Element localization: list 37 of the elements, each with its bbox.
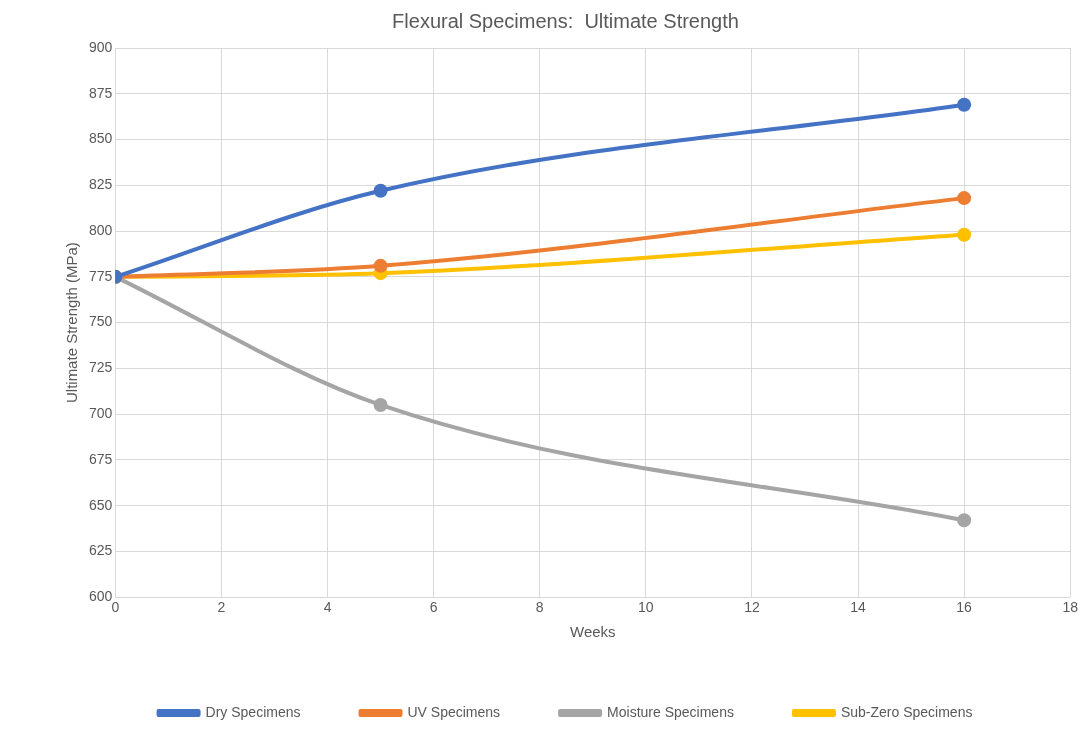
x-tick-label: 8 (535, 599, 544, 616)
y-tick-label: 900 (89, 38, 113, 55)
y-tick-label: 775 (89, 267, 113, 284)
point (957, 227, 972, 242)
y-axis-title: Ultimate Strength (MPa) (63, 242, 81, 404)
x-tick-label: 14 (850, 599, 867, 616)
x-tick-label: 10 (638, 599, 654, 616)
legend-label: Moisture Specimens (607, 703, 734, 720)
x-tick-label: 18 (1062, 599, 1079, 616)
chart-title: Flexural Specimens: Ultimate Strength (392, 9, 739, 32)
y-tick-label: 800 (89, 221, 113, 238)
y-tick-label: 650 (89, 496, 113, 513)
x-tick-label: 2 (217, 599, 226, 616)
legend-label: Sub-Zero Specimens (840, 703, 973, 720)
y-tick-label: 875 (89, 84, 113, 101)
y-tick-label: 675 (89, 450, 113, 467)
y-tick-label: 725 (89, 359, 113, 376)
y-tick-label: 750 (89, 313, 113, 330)
x-tick-label: 16 (956, 599, 973, 616)
x-tick-label: 12 (744, 599, 760, 616)
point (957, 513, 972, 528)
point (373, 183, 388, 198)
y-tick-label: 625 (89, 542, 113, 559)
x-tick-label: 6 (429, 599, 438, 616)
point (957, 97, 972, 112)
x-tick-label: 4 (323, 599, 332, 616)
legend-label: UV Specimens (407, 703, 501, 720)
x-tick-label: 0 (111, 599, 120, 616)
point (373, 258, 388, 273)
y-tick-label: 700 (89, 404, 113, 421)
y-tick-label: 825 (89, 176, 113, 193)
point (957, 191, 972, 206)
y-tick-label: 850 (89, 130, 113, 147)
point (373, 397, 388, 412)
legend-label: Dry Specimens (205, 703, 301, 720)
x-axis-title: Weeks (570, 623, 616, 641)
y-tick-label: 600 (89, 588, 113, 605)
